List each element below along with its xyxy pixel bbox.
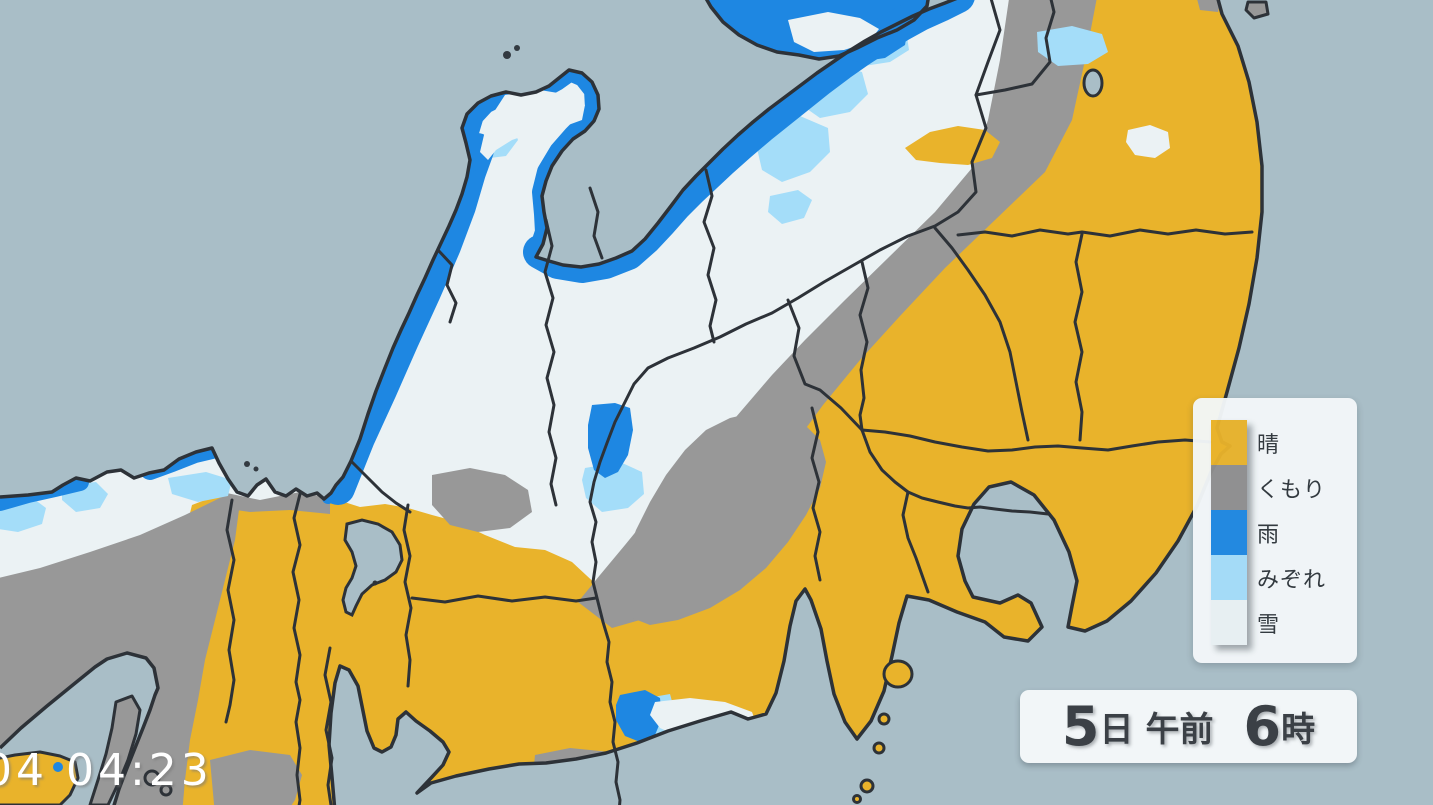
legend-swatch-sleet: [1211, 555, 1247, 600]
legend-label-snow: 雪: [1257, 612, 1281, 638]
legend-swatch-sunny: [1211, 420, 1247, 465]
legend-swatch-cloudy: [1211, 465, 1247, 510]
legend-swatch-snow: [1211, 600, 1247, 645]
forecast-day: 5: [1061, 694, 1100, 758]
legend-labels: 晴 くもり 雨 みぞれ 雪: [1257, 420, 1352, 645]
forecast-hour: 6: [1243, 694, 1282, 758]
lakes: [341, 68, 1104, 618]
awaji-island: [88, 694, 142, 805]
biwa-islet: [372, 580, 378, 586]
izu-island: [872, 741, 886, 755]
legend-color-bar: [1211, 420, 1247, 645]
lake-biwa: [341, 518, 404, 618]
izu-island: [877, 712, 891, 726]
legend-label-sleet: みぞれ: [1257, 567, 1327, 593]
forecast-hour-unit: 時: [1281, 709, 1316, 750]
ne-coast-island: [1244, 0, 1270, 20]
izu-island: [852, 794, 862, 804]
legend-label-sunny: 晴: [1257, 432, 1281, 458]
legend-label-cloudy: くもり: [1257, 477, 1327, 503]
izu-island: [859, 778, 875, 794]
forecast-day-unit: 日: [1099, 709, 1134, 750]
prefecture-borders: [224, 0, 1254, 805]
rain-dot: [53, 762, 63, 772]
legend-swatch-rain: [1211, 510, 1247, 555]
watermark-text: 04 04:23: [0, 745, 213, 796]
weather-legend: 晴 くもり 雨 みぞれ 雪: [1193, 398, 1357, 663]
inland-sea-island: [143, 769, 161, 787]
legend-label-rain: 雨: [1257, 522, 1281, 548]
izu-oshima: [882, 659, 914, 689]
inland-sea-island: [159, 783, 173, 797]
tiny-islets: [244, 45, 520, 472]
lake-inawashiro: [1082, 68, 1104, 98]
forecast-time-box: 5 日 午前 6 時: [1020, 690, 1357, 763]
forecast-period: 午前: [1145, 709, 1214, 750]
